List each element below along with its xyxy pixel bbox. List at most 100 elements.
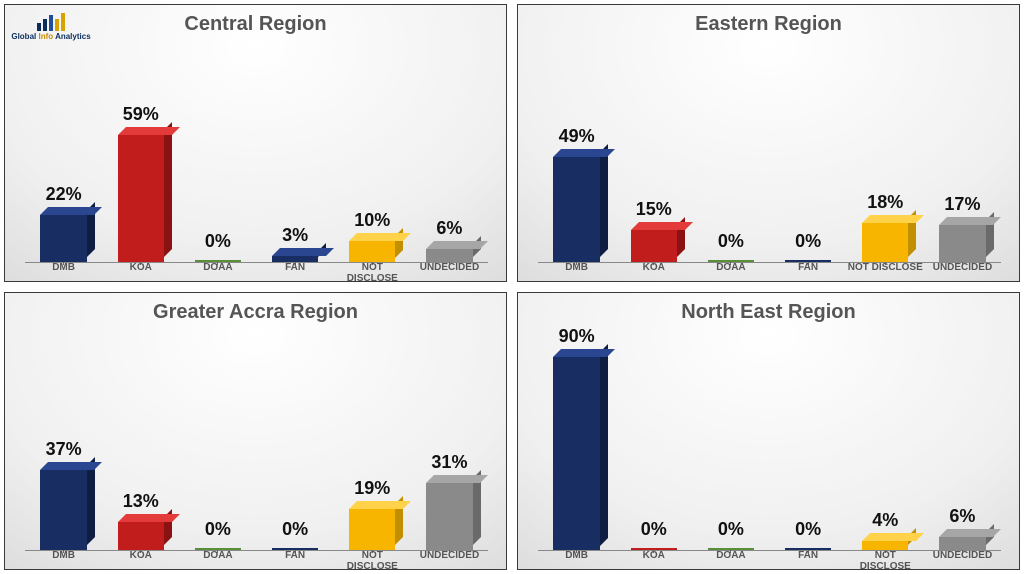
category-label: DMB [25,551,102,567]
bar-value-label: 90% [559,326,595,347]
category-label: UNDECIDED [411,263,488,279]
bar [118,135,164,262]
bar-value-label: 6% [949,506,975,527]
bar-value-label: 0% [205,231,231,252]
category-label: UNDECIDED [924,551,1001,567]
bar-column: 0% [692,48,769,262]
category-label: FAN [257,263,334,279]
bar-column: 6% [411,48,488,262]
panel-title: Eastern Region [518,13,1019,36]
bar-column: 31% [411,336,488,550]
bar [426,483,472,550]
category-label: NOT DISCLOSE [847,263,924,279]
bar [862,223,908,262]
category-label: NOT DISCLOSE [334,263,411,279]
bar-value-label: 0% [205,519,231,540]
bar-column: 0% [179,48,256,262]
bar [349,509,395,550]
category-label: DOAA [692,263,769,279]
bar-value-label: 0% [718,519,744,540]
bar-value-label: 0% [718,231,744,252]
bar [40,470,86,550]
bar-value-label: 10% [354,210,390,231]
bar-value-label: 49% [559,126,595,147]
bar-chart: 49% 15% 0% 0% 18% 17% [538,48,1001,263]
bar-value-label: 0% [795,231,821,252]
category-label: UNDECIDED [411,551,488,567]
bar-column: 0% [179,336,256,550]
category-axis: DMBKOADOAAFANNOT DISCLOSEUNDECIDED [538,263,1001,279]
bar [426,249,472,262]
category-label: FAN [770,551,847,567]
category-label: NOT DISCLOSE [847,551,924,567]
bar-column: 0% [692,336,769,550]
category-label: KOA [102,551,179,567]
bar-value-label: 37% [46,439,82,460]
bar [631,230,677,262]
bar-chart: 90% 0% 0% 0% 4% 6% [538,336,1001,551]
bar-column: 0% [770,336,847,550]
brand-logo: Global Info Analytics [11,11,91,51]
bar-column: 3% [257,48,334,262]
bar-column: 0% [257,336,334,550]
bar-chart: 22% 59% 0% 3% 10% 6% [25,48,488,263]
panel-north-east: North East Region90%0%0%0%4%6%DMBKOADOAA… [517,292,1020,570]
bar-column: 22% [25,48,102,262]
bar-column: 90% [538,336,615,550]
bar [349,241,395,263]
bar-chart: 37% 13% 0% 0% 19% 31% [25,336,488,551]
bar [939,225,985,262]
category-label: UNDECIDED [924,263,1001,279]
bar [40,215,86,262]
bar-column: 0% [770,48,847,262]
category-label: FAN [257,551,334,567]
category-axis: DMBKOADOAAFANNOT DISCLOSEUNDECIDED [25,551,488,567]
bar [553,357,599,551]
bar [553,157,599,262]
bar-value-label: 0% [282,519,308,540]
bar-value-label: 3% [282,225,308,246]
bar-column: 59% [102,48,179,262]
category-label: DOAA [179,551,256,567]
bar-column: 0% [615,336,692,550]
bar-column: 15% [615,48,692,262]
category-label: DMB [538,551,615,567]
category-label: KOA [102,263,179,279]
panel-greater-accra: Greater Accra Region 37% 13% 0% 0% 19% 31% DMBK… [4,292,507,570]
bar-column: 17% [924,48,1001,262]
bar-value-label: 22% [46,184,82,205]
bar-value-label: 15% [636,199,672,220]
category-label: DMB [25,263,102,279]
category-axis: DMBKOADOAAFANNOT DISCLOSEUNDECIDED [25,263,488,279]
category-label: KOA [615,551,692,567]
category-label: DMB [538,263,615,279]
category-label: NOT DISCLOSE [334,551,411,567]
bar-column: 13% [102,336,179,550]
bar [118,522,164,550]
category-label: FAN [770,263,847,279]
bar-value-label: 18% [867,192,903,213]
bar-column: 19% [334,336,411,550]
category-label: DOAA [179,263,256,279]
bar-column: 4% [847,336,924,550]
panel-eastern: Eastern Region 49% 15% 0% 0% 18% 17% DMBKOADOAA… [517,4,1020,282]
bar-value-label: 59% [123,104,159,125]
chart-grid: Central RegionGlobal Info Analytics22%59… [0,0,1024,574]
bar-column: 49% [538,48,615,262]
category-label: DOAA [692,551,769,567]
bar [939,537,985,550]
bar-value-label: 0% [795,519,821,540]
panel-title: Greater Accra Region [5,301,506,324]
bar-value-label: 17% [944,194,980,215]
bar [862,541,908,550]
category-axis: DMBKOADOAAFANNOT DISCLOSEUNDECIDED [538,551,1001,567]
bar-value-label: 19% [354,478,390,499]
category-label: KOA [615,263,692,279]
bar-value-label: 4% [872,510,898,531]
bar-value-label: 31% [431,452,467,473]
bar-column: 6% [924,336,1001,550]
bar-value-label: 0% [641,519,667,540]
panel-title: North East Region [518,301,1019,324]
bar-value-label: 6% [436,218,462,239]
bar-column: 37% [25,336,102,550]
